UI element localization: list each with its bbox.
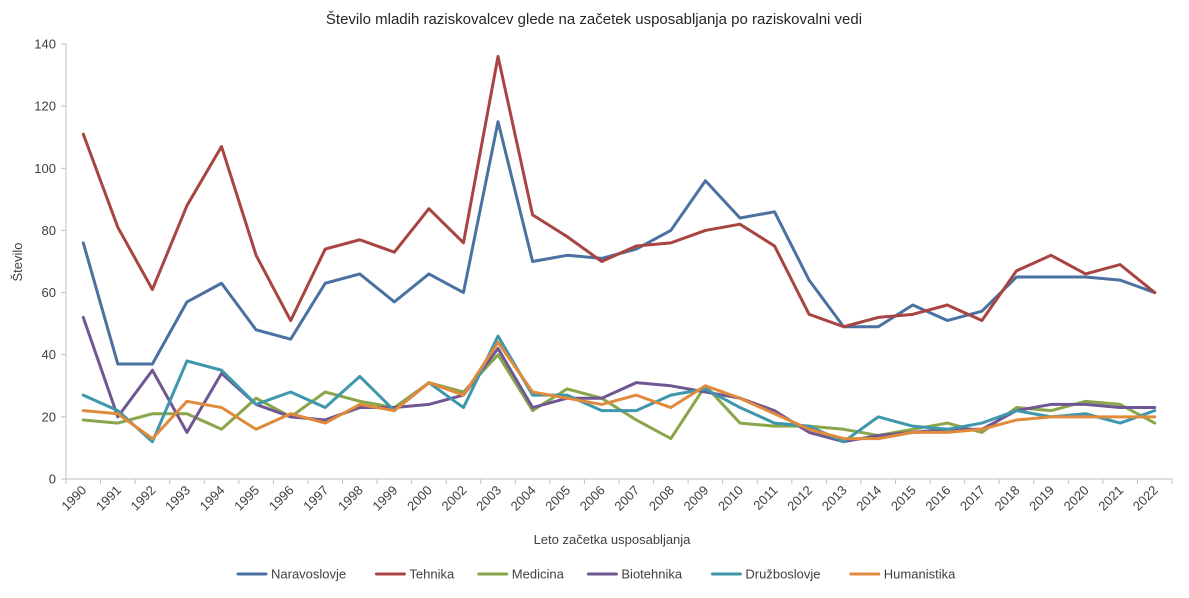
x-tick-label: 2020 [1061, 483, 1092, 514]
x-tick-label: 2017 [957, 483, 988, 514]
series-line-humanistika [81, 340, 1157, 441]
chart-title: Število mladih raziskovalcev glede na za… [326, 11, 862, 28]
x-tick-label: 2003 [473, 483, 504, 514]
y-tick-label: 40 [42, 347, 56, 362]
x-tick-label: 2008 [646, 483, 677, 514]
series-line-tehnika [81, 54, 1157, 329]
legend-label: Družboslovje [745, 567, 820, 582]
x-tick-label: 2014 [853, 483, 884, 514]
legend-label: Medicina [512, 567, 565, 582]
y-tick-label: 140 [34, 37, 56, 52]
x-tick-label: 2009 [680, 483, 711, 514]
x-tick-label: 1990 [58, 483, 89, 514]
x-tick-label: 2005 [542, 483, 573, 514]
x-tick-label: 2015 [888, 483, 919, 514]
x-tick-label: 2012 [784, 483, 815, 514]
x-axis: 1990 1991 1992 1993 1994 1995 1996 1997 1998 1999… [58, 478, 1173, 514]
legend: Naravoslovje Tehnika Medicina Biotehnika Dru… [236, 567, 956, 582]
legend-label: Tehnika [409, 567, 455, 582]
x-tick-label: 2022 [1130, 483, 1161, 514]
y-tick-label: 120 [34, 99, 56, 114]
x-tick-label: 1998 [335, 483, 366, 514]
x-tick-label: 2006 [577, 483, 608, 514]
y-axis: 0 20 40 60 80 100 120 140 [34, 37, 67, 487]
series-line-družboslovje [81, 334, 1157, 444]
x-tick-label: 1996 [266, 483, 297, 514]
x-tick-label: 1999 [369, 483, 400, 514]
series-line-naravoslovje [81, 120, 1157, 366]
x-tick-label: 1995 [231, 483, 262, 514]
y-tick-label: 60 [42, 285, 56, 300]
x-tick-label: 2021 [1095, 483, 1126, 514]
x-tick-label: 2018 [992, 483, 1023, 514]
x-tick-label: 1994 [197, 483, 228, 514]
x-tick-label: 1991 [93, 483, 124, 514]
x-tick-label: 2007 [611, 483, 642, 514]
x-tick-label: 1997 [300, 483, 331, 514]
x-tick-label: 2019 [1026, 483, 1057, 514]
x-tick-label: 2010 [715, 483, 746, 514]
x-tick-label: 1992 [127, 483, 158, 514]
x-axis-label: Leto začetka usposabljanja [534, 532, 692, 547]
x-tick-label: 2011 [750, 483, 780, 513]
x-tick-label: 2016 [922, 483, 953, 514]
y-tick-label: 0 [49, 472, 56, 487]
legend-label: Humanistika [884, 567, 956, 582]
x-tick-label: 1993 [162, 483, 193, 514]
legend-label: Naravoslovje [271, 567, 346, 582]
x-tick-label: 2013 [819, 483, 850, 514]
x-tick-label: 2002 [439, 483, 470, 514]
series-lines [81, 54, 1157, 444]
x-tick-label: 2000 [404, 483, 435, 514]
y-tick-label: 20 [42, 409, 56, 424]
y-axis-label: Število [10, 242, 25, 281]
y-tick-label: 80 [42, 223, 56, 238]
legend-label: Biotehnika [621, 567, 682, 582]
y-tick-label: 100 [34, 161, 56, 176]
x-tick-label: 2004 [508, 483, 539, 514]
